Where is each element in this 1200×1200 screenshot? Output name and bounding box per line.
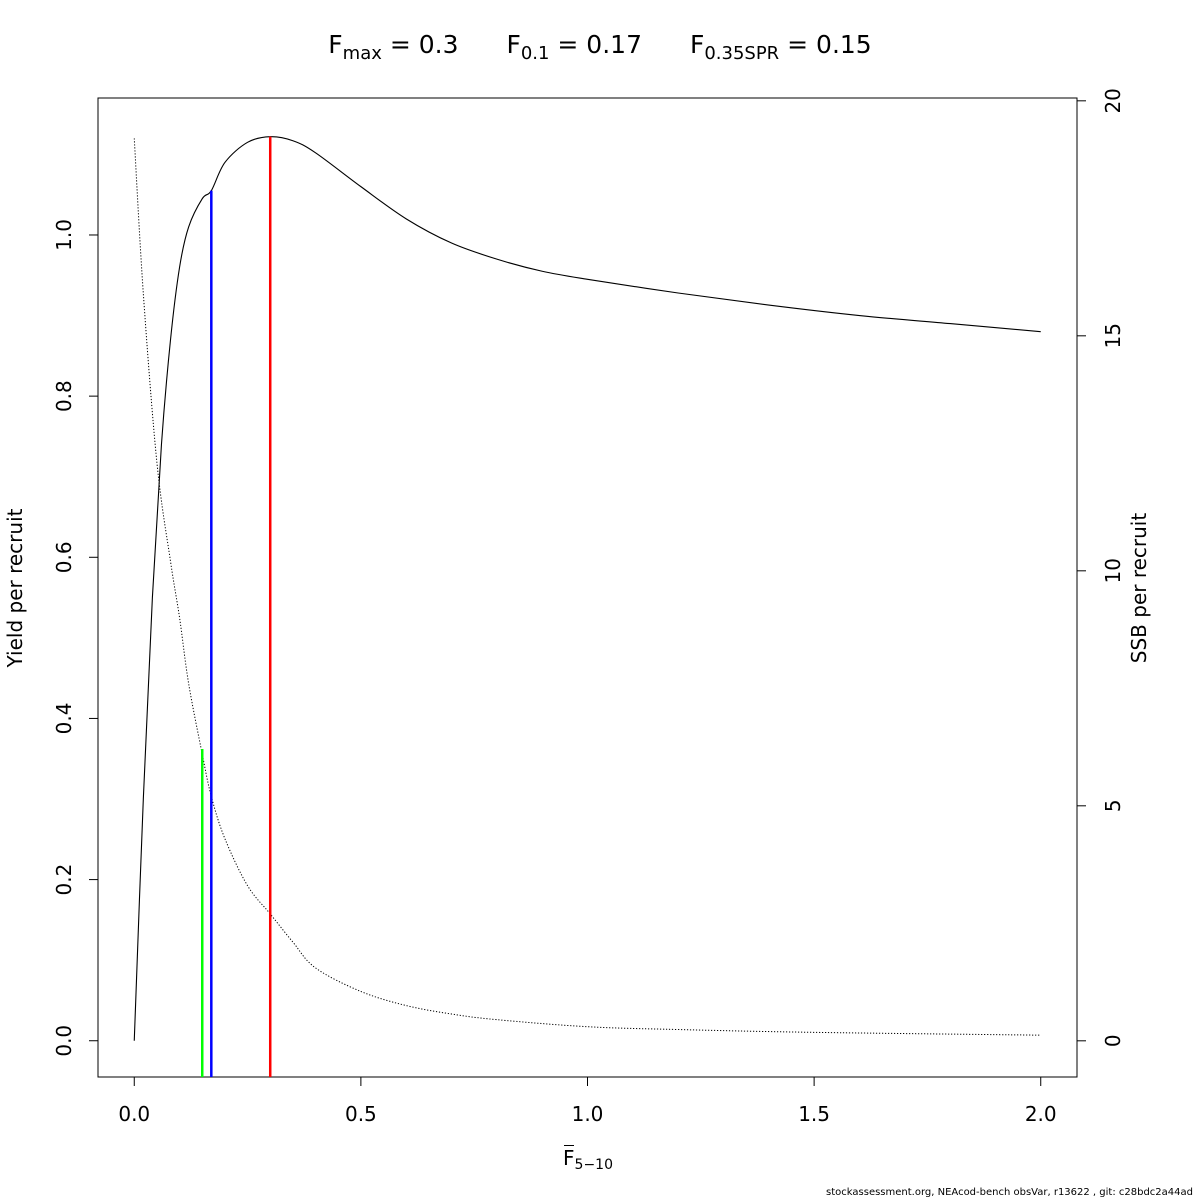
x-tick-label: 0.5 — [345, 1102, 377, 1126]
y-tick-label: 0.4 — [52, 703, 76, 735]
title-f01: F0.1 = 0.17 — [506, 30, 642, 64]
x-axis-label-sub: 5−10 — [574, 1157, 613, 1173]
footer-credit: stockassessment.org, NEAcod-bench obsVar… — [826, 1187, 1193, 1198]
yield-per-recruit-line — [133, 136, 1041, 1041]
y2-tick-label: 10 — [1101, 558, 1125, 583]
reference-lines — [200, 136, 272, 1077]
y-tick-label: 0.8 — [52, 380, 76, 412]
x-axis-label: F5−10 — [0, 1145, 1176, 1173]
y-tick-label: 1.0 — [52, 219, 76, 251]
y2-tick-label: 15 — [1101, 323, 1125, 348]
y-axis-label: Yield per recruit — [3, 508, 27, 668]
y-tick-label: 0.6 — [52, 541, 76, 573]
y-tick-label: 0.2 — [52, 864, 76, 896]
title-fspr: F0.35SPR = 0.15 — [689, 30, 872, 64]
y2-tick-label: 5 — [1101, 799, 1125, 812]
y2-tick-label: 20 — [1101, 88, 1125, 113]
y2-tick-label: 0 — [1101, 1034, 1125, 1047]
title-fmax: Fmax = 0.3 — [328, 30, 459, 64]
y-axis-right: 0 5 10 15 20 — [1077, 88, 1125, 1047]
plot-frame — [97, 97, 1078, 1078]
chart-title: Fmax = 0.3 F0.1 = 0.17 F0.35SPR = 0.15 — [0, 30, 1200, 64]
x-tick-label: 0.0 — [118, 1102, 150, 1126]
y2-axis-label: SSB per recruit — [1127, 513, 1151, 664]
x-tick-label: 1.0 — [572, 1102, 604, 1126]
x-tick-label: 2.0 — [1025, 1102, 1057, 1126]
x-axis-label-symbol: F — [563, 1145, 575, 1170]
y-axis-left: 0.0 0.2 0.4 0.6 0.8 1.0 — [52, 219, 98, 1057]
series-layer — [133, 136, 1041, 1041]
x-tick-label: 1.5 — [798, 1102, 830, 1126]
x-axis: 0.0 0.5 1.0 1.5 2.0 — [118, 1077, 1057, 1126]
y-tick-label: 0.0 — [52, 1025, 76, 1057]
